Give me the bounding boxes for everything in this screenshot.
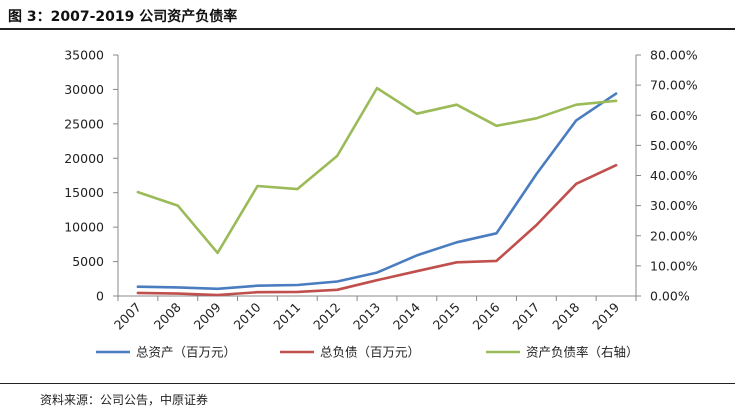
right-tick-label: 30.00% [650,198,698,213]
line-chart: 0 5000 10000 15000 20000 25000 30000 35000 0.00… [64,48,698,360]
x-tick-label: 2009 [191,299,224,332]
chart-axes [117,55,637,297]
right-tick-label: 10.00% [650,258,698,273]
x-tick-label: 2011 [270,300,303,333]
x-tick-label: 2019 [589,299,622,332]
legend-label-debt-ratio: 资产负债率（右轴） [526,345,639,360]
x-tick-label: 2010 [230,299,263,332]
right-tick-label: 20.00% [650,228,698,243]
total-assets-line [136,92,618,291]
right-tick-label: 0.00% [650,289,690,304]
left-tick-label: 15000 [64,185,104,200]
x-axis-ticks: 2007 2008 2009 2010 2011 2012 2013 2014 2015 2016… [111,296,637,333]
total-liabilities-line [136,163,618,297]
right-tick-label: 40.00% [650,168,698,183]
left-tick-label: 10000 [64,220,104,235]
x-tick-label: 2008 [151,299,184,332]
left-tick-label: 35000 [64,48,104,63]
right-tick-label: 80.00% [650,48,698,63]
x-tick-label: 2007 [111,300,144,333]
x-tick-label: 2014 [390,299,423,332]
left-tick-label: 25000 [64,116,104,131]
right-tick-label: 60.00% [650,108,698,123]
x-tick-label: 2013 [350,300,383,333]
title-rule [0,28,735,30]
legend-label-total-assets: 总资产（百万元） [136,345,236,360]
x-tick-label: 2016 [470,299,503,332]
debt-ratio-line [136,86,618,255]
left-tick-label: 0 [96,289,104,304]
left-tick-label: 20000 [64,151,104,166]
x-tick-label: 2018 [549,299,582,332]
legend: 总资产（百万元） 总负债（百万元） 资产负债率（右轴） [96,345,639,360]
left-tick-label: 5000 [72,254,104,269]
x-tick-label: 2015 [430,300,463,333]
left-tick-label: 30000 [64,82,104,97]
source-rule [0,383,735,384]
x-tick-label: 2017 [509,300,542,333]
right-tick-label: 70.00% [650,78,698,93]
right-tick-label: 50.00% [650,138,698,153]
series-lines [136,86,618,297]
figure-title: 图 3：2007-2019 公司资产负债率 [8,9,238,25]
left-axis-ticks: 0 5000 10000 15000 20000 25000 30000 35000 [64,48,118,304]
legend-label-total-liabilities: 总负债（百万元） [320,345,420,360]
x-tick-label: 2012 [310,300,343,333]
source-note: 资料来源：公司公告，中原证券 [40,393,209,407]
right-axis-ticks: 0.00% 10.00% 20.00% 30.00% 40.00% 50.00% 60.00… [636,48,698,304]
